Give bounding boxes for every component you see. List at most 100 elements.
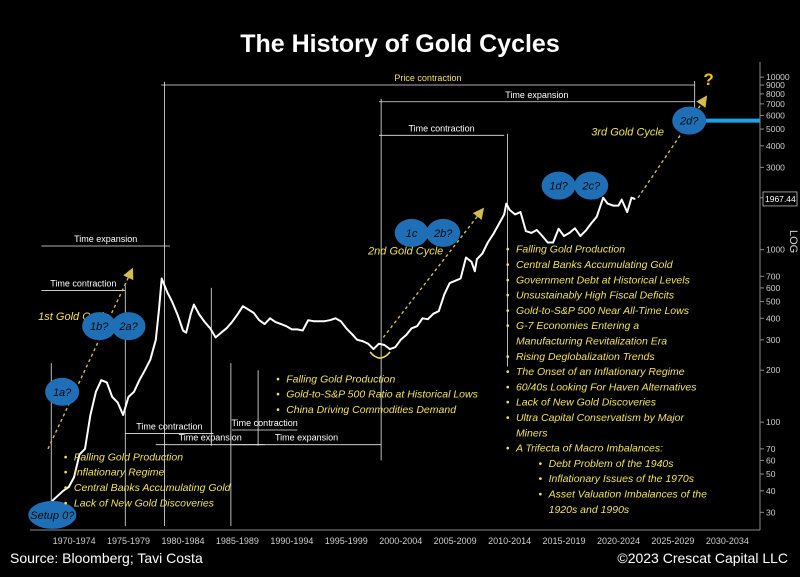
last-value-box — [762, 191, 798, 207]
gold-price-point — [465, 256, 467, 259]
gold-price-point — [546, 241, 549, 244]
bullet: • — [506, 367, 510, 378]
gold-price-point — [67, 486, 70, 488]
gold-price-point — [552, 241, 554, 244]
gold-price-point — [399, 339, 402, 341]
cycle-arrow — [637, 95, 708, 199]
period-label: Time expansion — [179, 433, 242, 443]
annotation-item: Debt Problem of the 1940s — [549, 458, 675, 470]
gold-price-point — [95, 391, 97, 393]
gold-price-point — [630, 196, 633, 199]
cycle-bubble — [82, 312, 117, 341]
annotation-item: 1920s and 1990s — [549, 504, 630, 516]
gold-price-point — [214, 336, 217, 339]
gold-price-point — [617, 204, 620, 207]
gold-price-point — [307, 319, 310, 322]
bullet: • — [506, 275, 510, 286]
y-tick-label: 400 — [766, 313, 780, 323]
period-label: Time contraction — [50, 278, 116, 288]
y-tick-label: 30 — [766, 507, 776, 517]
y-tick-label: 9000 — [766, 80, 785, 90]
gold-price-point — [389, 348, 391, 350]
y-tick-label: 60 — [766, 455, 776, 465]
cycle-bubble-label: 2a? — [118, 321, 138, 333]
gold-price-point — [508, 209, 511, 211]
gold-price-point — [144, 369, 146, 372]
y-tick-label: 70 — [766, 444, 776, 454]
annotation-item: Lack of New Gold Discoveries — [74, 497, 215, 509]
gold-price-point — [247, 308, 250, 311]
gold-price-point — [585, 229, 587, 232]
x-tick-label: 2005-2009 — [434, 536, 477, 546]
cycle-bubble-label: 2c? — [581, 181, 601, 193]
gold-price-point — [367, 342, 369, 345]
y-tick-label: 1000 — [766, 245, 785, 255]
x-tick-label: 2010-2014 — [488, 536, 531, 546]
gold-price-point — [514, 213, 516, 216]
annotation-item: Falling Gold Production — [286, 373, 395, 385]
gold-price-point — [340, 320, 342, 323]
annotation-item: Government Debt at Historical Levels — [516, 274, 691, 286]
annotation-item: A Trifecta of Macro Imbalances: — [515, 443, 663, 455]
gold-price-point — [563, 235, 565, 237]
cycle-bubble — [672, 106, 707, 135]
cycle-low-marker — [369, 351, 391, 359]
gold-price-point — [383, 344, 386, 346]
gold-price-point — [116, 401, 119, 404]
gold-price-point — [301, 329, 304, 332]
gold-price-point — [231, 321, 233, 323]
x-tick-label: 1990-1994 — [270, 536, 313, 546]
bullet: • — [506, 444, 510, 455]
cycle-bubble — [574, 171, 609, 200]
bullet: • — [276, 390, 280, 401]
gold-price-point — [158, 308, 160, 311]
gold-price-point — [602, 196, 604, 199]
gold-price-point — [166, 292, 169, 294]
gold-price-point — [378, 342, 380, 345]
gold-price-point — [106, 381, 108, 384]
x-tick-label: 1970-1974 — [53, 536, 96, 546]
gold-price-point — [492, 233, 495, 235]
gold-price-point — [568, 232, 571, 234]
annotation-item: Central Banks Accumulating Gold — [516, 259, 674, 271]
annotation-item: The Onset of an Inflationary Regime — [516, 366, 685, 378]
y-tick-label: 200 — [766, 365, 780, 375]
annotation-item: China Driving Commodities Demand — [286, 404, 457, 416]
bullet: • — [506, 398, 510, 409]
period-label: Time expansion — [275, 433, 338, 443]
gold-price-point — [345, 327, 348, 330]
y-tick-label: 300 — [766, 335, 780, 345]
cycle-bubble — [28, 500, 77, 529]
gold-price-point — [416, 325, 418, 328]
y-tick-label: 40 — [766, 486, 776, 496]
bullet: • — [506, 245, 510, 256]
gold-price-point — [155, 339, 157, 341]
annotation-item: Inflationary Issues of the 1970s — [549, 473, 695, 485]
cycle-arrow — [47, 267, 134, 450]
gold-price-point — [405, 334, 408, 336]
gold-price-point — [236, 313, 239, 316]
x-tick-label: 1975-1979 — [107, 536, 150, 546]
period-label: Time expansion — [74, 234, 137, 244]
gold-price-point — [280, 323, 282, 325]
period-label: Price contraction — [394, 73, 461, 83]
gold-price-point — [78, 453, 81, 456]
gold-price-point — [122, 414, 124, 416]
annotation-item: Central Banks Accumulating Gold — [74, 482, 232, 494]
gold-price-point — [204, 321, 206, 323]
gold-price-point — [530, 232, 533, 234]
gold-price-point — [579, 235, 582, 237]
cycle-bubble-label: 2d? — [679, 116, 699, 128]
bullet: • — [506, 382, 510, 393]
annotation-item: Lack of New Gold Discoveries — [516, 397, 657, 409]
gold-price-point — [454, 280, 457, 282]
y-tick-label: 700 — [766, 271, 780, 281]
gold-price-point — [372, 348, 375, 350]
gold-price-point — [329, 319, 331, 322]
y-tick-label: 600 — [766, 283, 780, 293]
cycle-bubble — [426, 218, 461, 247]
gold-price-point — [89, 414, 92, 416]
y-tick-label: 10000 — [766, 72, 790, 82]
bullet: • — [539, 459, 543, 470]
cycle-bubble-label: 1b? — [90, 321, 109, 333]
